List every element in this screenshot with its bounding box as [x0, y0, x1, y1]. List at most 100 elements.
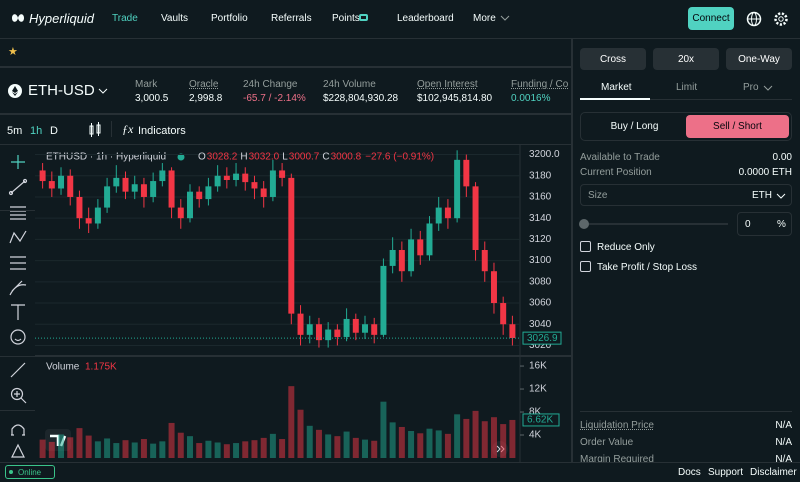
- footer-link[interactable]: Docs: [678, 467, 701, 478]
- favorite-star[interactable]: ★: [8, 46, 18, 58]
- chevron: [763, 85, 773, 91]
- stat-value: 3,000.5: [135, 93, 169, 104]
- summary-value: N/A: [775, 454, 792, 465]
- row-value: 0.0000 ETH: [738, 167, 792, 178]
- candle-body: [94, 207, 101, 224]
- stat-value: $102,945,814.80: [417, 93, 493, 104]
- volume-title: Volume: [46, 362, 80, 373]
- volume-bar: [389, 422, 396, 458]
- y-tick-label: 3160: [529, 192, 552, 203]
- size-unit[interactable]: ETH: [752, 190, 772, 201]
- volume-bar: [343, 431, 350, 458]
- stat-label: Mark: [135, 79, 158, 90]
- y-tick-label: 3040: [529, 319, 552, 330]
- chevron: [776, 193, 786, 199]
- nav-item[interactable]: More: [473, 13, 496, 24]
- nav-item[interactable]: Leaderboard: [397, 13, 454, 24]
- candle-body: [279, 170, 286, 178]
- y-tick-label: 3120: [529, 234, 552, 245]
- ohlc-change: −27.6 (−0.91%): [365, 152, 434, 163]
- grid: [35, 154, 520, 346]
- ohlc-value: 3000.8: [331, 152, 362, 163]
- nav-item[interactable]: Referrals: [271, 13, 312, 24]
- candle-body: [297, 313, 304, 335]
- volume-bar: [269, 433, 276, 458]
- leverage-button[interactable]: 20x: [653, 48, 719, 70]
- size-input[interactable]: [580, 184, 792, 206]
- footer-link[interactable]: Support: [708, 467, 744, 478]
- candle-body: [380, 265, 387, 335]
- order-tab[interactable]: Pro: [743, 82, 759, 93]
- y2-tick-label: 12K: [529, 384, 547, 395]
- slider-thumb[interactable]: [579, 219, 589, 229]
- checkbox-label[interactable]: Reduce Only: [597, 242, 655, 253]
- candle-body: [242, 173, 249, 183]
- globe-icon[interactable]: [746, 11, 762, 27]
- checkbox[interactable]: [580, 241, 591, 252]
- volume-bar: [58, 434, 65, 458]
- volume-bar: [205, 440, 212, 458]
- slider-track: [586, 223, 728, 225]
- stat-label: 24h Volume: [323, 79, 376, 90]
- candle-body: [67, 175, 74, 197]
- y-tick-label: 3100: [529, 255, 552, 266]
- volume-bar: [481, 421, 488, 458]
- interval[interactable]: 5m: [7, 125, 23, 137]
- logo[interactable]: Hyperliquid: [29, 11, 95, 26]
- symbol[interactable]: ETH-USD: [28, 82, 95, 99]
- y-tick-label: 3180: [529, 170, 552, 181]
- indicators-button[interactable]: Indicators: [138, 125, 186, 137]
- volume-bar: [435, 430, 442, 458]
- candle-body: [454, 159, 461, 219]
- candle-type-icon[interactable]: [88, 122, 102, 138]
- candle-body: [150, 181, 157, 197]
- ohlc-key: L: [282, 152, 288, 163]
- row-value: 0.00: [772, 152, 792, 163]
- volume-bar: [196, 443, 203, 458]
- tab-underline: [580, 98, 650, 100]
- points-icon: [359, 14, 368, 21]
- ohlc-value: 3028.2: [207, 152, 238, 163]
- buy-button[interactable]: Buy / Long: [610, 121, 659, 132]
- y-tick-label: 3080: [529, 276, 552, 287]
- candle-body: [444, 207, 451, 219]
- volume-bar: [113, 443, 120, 458]
- nav-item[interactable]: Trade: [112, 13, 138, 24]
- nav-item[interactable]: Portfolio: [211, 13, 248, 24]
- volume-bar: [334, 436, 341, 458]
- interval[interactable]: 1h: [30, 125, 43, 137]
- checkbox[interactable]: [580, 261, 591, 272]
- nav-item[interactable]: Vaults: [161, 13, 189, 24]
- settings-icon[interactable]: [773, 11, 789, 27]
- footer-link[interactable]: Disclaimer: [750, 467, 797, 478]
- candle-body: [223, 175, 230, 180]
- interval[interactable]: D: [50, 125, 58, 137]
- checkbox-label[interactable]: Take Profit / Stop Loss: [597, 262, 698, 273]
- sell-button[interactable]: Sell / Short: [686, 115, 789, 138]
- volume-bar: [150, 443, 157, 458]
- volume-bar: [315, 429, 322, 458]
- candle-body: [233, 173, 240, 180]
- candle-body: [509, 324, 516, 339]
- y-tick-label: 3060: [529, 298, 552, 309]
- summary-label: Order Value: [580, 437, 634, 448]
- stat-value: 2,998.8: [189, 93, 223, 104]
- order-tab[interactable]: Market: [601, 82, 632, 93]
- stat-value: $228,804,930.28: [323, 93, 399, 104]
- candle-body: [186, 191, 193, 219]
- order-tab[interactable]: Limit: [676, 82, 698, 93]
- connect-button[interactable]: Connect: [688, 7, 734, 30]
- chevron: [98, 88, 108, 94]
- volume-bar: [85, 435, 92, 458]
- margin-mode-button[interactable]: Cross: [580, 48, 646, 70]
- nav-item[interactable]: Points: [332, 13, 360, 24]
- candle-body: [288, 177, 295, 314]
- position-mode-button[interactable]: One-Way: [726, 48, 792, 70]
- volume-bar: [223, 444, 230, 458]
- percent-input[interactable]: [737, 212, 792, 236]
- volume-bar: [398, 426, 405, 458]
- volume-bar: [140, 439, 147, 458]
- candle-body: [251, 182, 258, 189]
- summary-label: Margin Required: [580, 454, 654, 465]
- candle-body: [325, 329, 332, 341]
